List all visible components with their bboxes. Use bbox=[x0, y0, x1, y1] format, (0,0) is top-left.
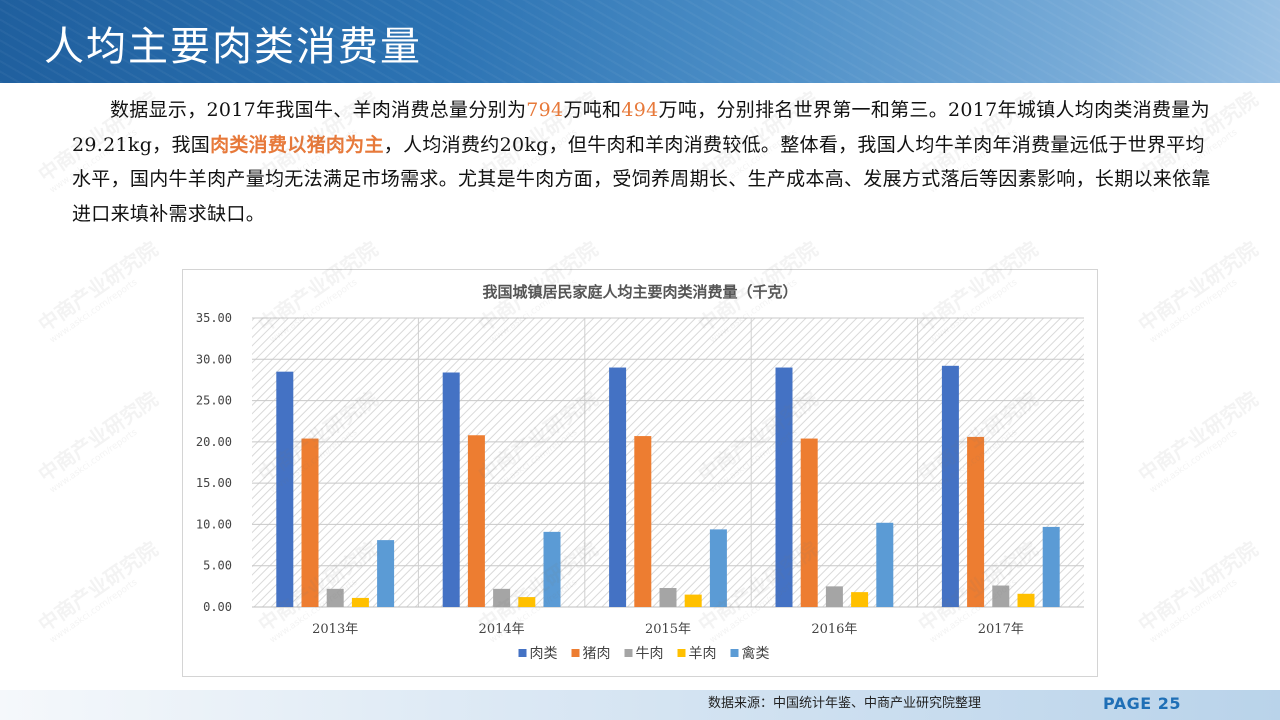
legend-swatch bbox=[730, 649, 739, 657]
page-title: 人均主要肉类消费量 bbox=[44, 24, 422, 70]
paragraph-text: 万吨和 bbox=[563, 99, 622, 121]
legend-swatch bbox=[677, 649, 686, 657]
bar bbox=[775, 367, 793, 607]
legend-swatch bbox=[518, 649, 527, 657]
bar bbox=[543, 531, 561, 607]
bar bbox=[351, 597, 369, 607]
chart-container: 我国城镇居民家庭人均主要肉类消费量（千克） 0.00 5.00 10.00 15.00… bbox=[182, 269, 1098, 677]
legend-label: 禽类 bbox=[742, 645, 770, 662]
y-tick-label: 10.00 bbox=[196, 517, 232, 531]
plot-area bbox=[252, 318, 1084, 607]
bar bbox=[709, 529, 727, 607]
bar bbox=[1042, 526, 1060, 607]
bar bbox=[941, 365, 959, 607]
bar bbox=[659, 588, 677, 607]
bar bbox=[442, 372, 460, 607]
chart-title: 我国城镇居民家庭人均主要肉类消费量（千克） bbox=[482, 283, 798, 301]
y-tick-label: 15.00 bbox=[196, 476, 232, 490]
highlight-phrase: 肉类消费以猪肉为主 bbox=[210, 133, 384, 156]
y-tick-label: 0.00 bbox=[203, 600, 232, 614]
highlight-number: 794 bbox=[526, 99, 564, 121]
highlight-number: 494 bbox=[621, 99, 659, 121]
bar bbox=[467, 435, 485, 607]
bar bbox=[876, 522, 894, 607]
footer-band bbox=[0, 690, 1280, 720]
bar-chart: 0.00 5.00 10.00 15.00 20.00 25.00 30.00 35.00 20… bbox=[196, 311, 1084, 662]
bar bbox=[992, 585, 1010, 607]
bar bbox=[377, 540, 395, 607]
x-tick-label: 2015年 bbox=[645, 622, 691, 637]
legend-label: 猪肉 bbox=[583, 646, 611, 662]
bar bbox=[301, 438, 319, 607]
data-source-note: 数据来源：中国统计年鉴、中商产业研究院整理 bbox=[708, 696, 982, 711]
legend-label: 肉类 bbox=[530, 646, 558, 662]
paragraph-text: 数据显示，2017年我国牛、羊肉消费总量分别为 bbox=[110, 99, 527, 121]
bar bbox=[326, 588, 344, 607]
bar bbox=[609, 367, 627, 607]
legend-swatch bbox=[624, 649, 633, 657]
bar bbox=[634, 436, 652, 607]
paragraph-text: ，人均消费约20kg，但牛肉和羊肉消费较低。整体看，我国人均牛羊肉年消费量远低于… bbox=[72, 133, 1211, 225]
bar bbox=[276, 371, 294, 607]
bar bbox=[1017, 593, 1035, 607]
bar bbox=[800, 438, 818, 607]
bar bbox=[851, 592, 869, 607]
x-tick-label: 2014年 bbox=[479, 622, 525, 637]
bar bbox=[493, 588, 511, 607]
y-tick-label: 25.00 bbox=[196, 394, 232, 408]
legend-label: 牛肉 bbox=[636, 646, 664, 662]
y-tick-label: 35.00 bbox=[196, 311, 232, 325]
bar bbox=[518, 597, 536, 607]
body-paragraph: 数据显示，2017年我国牛、羊肉消费总量分别为794万吨和494万吨，分别排名世… bbox=[72, 93, 1212, 231]
bar bbox=[825, 586, 843, 607]
bar bbox=[967, 436, 985, 607]
page-number: PAGE 25 bbox=[1103, 694, 1182, 713]
y-tick-label: 5.00 bbox=[203, 559, 232, 573]
y-tick-label: 30.00 bbox=[196, 352, 232, 366]
paragraph-text: 万吨，分别排名世界第一和第三。2017年城镇人均肉类消费量为29.21kg，我国 bbox=[72, 99, 1210, 156]
legend-swatch bbox=[571, 649, 580, 657]
x-tick-label: 2013年 bbox=[312, 622, 358, 637]
header-banner bbox=[0, 0, 1280, 83]
y-tick-label: 20.00 bbox=[196, 435, 232, 449]
x-tick-label: 2016年 bbox=[811, 622, 857, 637]
legend-label: 羊肉 bbox=[689, 646, 717, 662]
bar bbox=[684, 594, 702, 607]
x-tick-label: 2017年 bbox=[978, 622, 1024, 637]
